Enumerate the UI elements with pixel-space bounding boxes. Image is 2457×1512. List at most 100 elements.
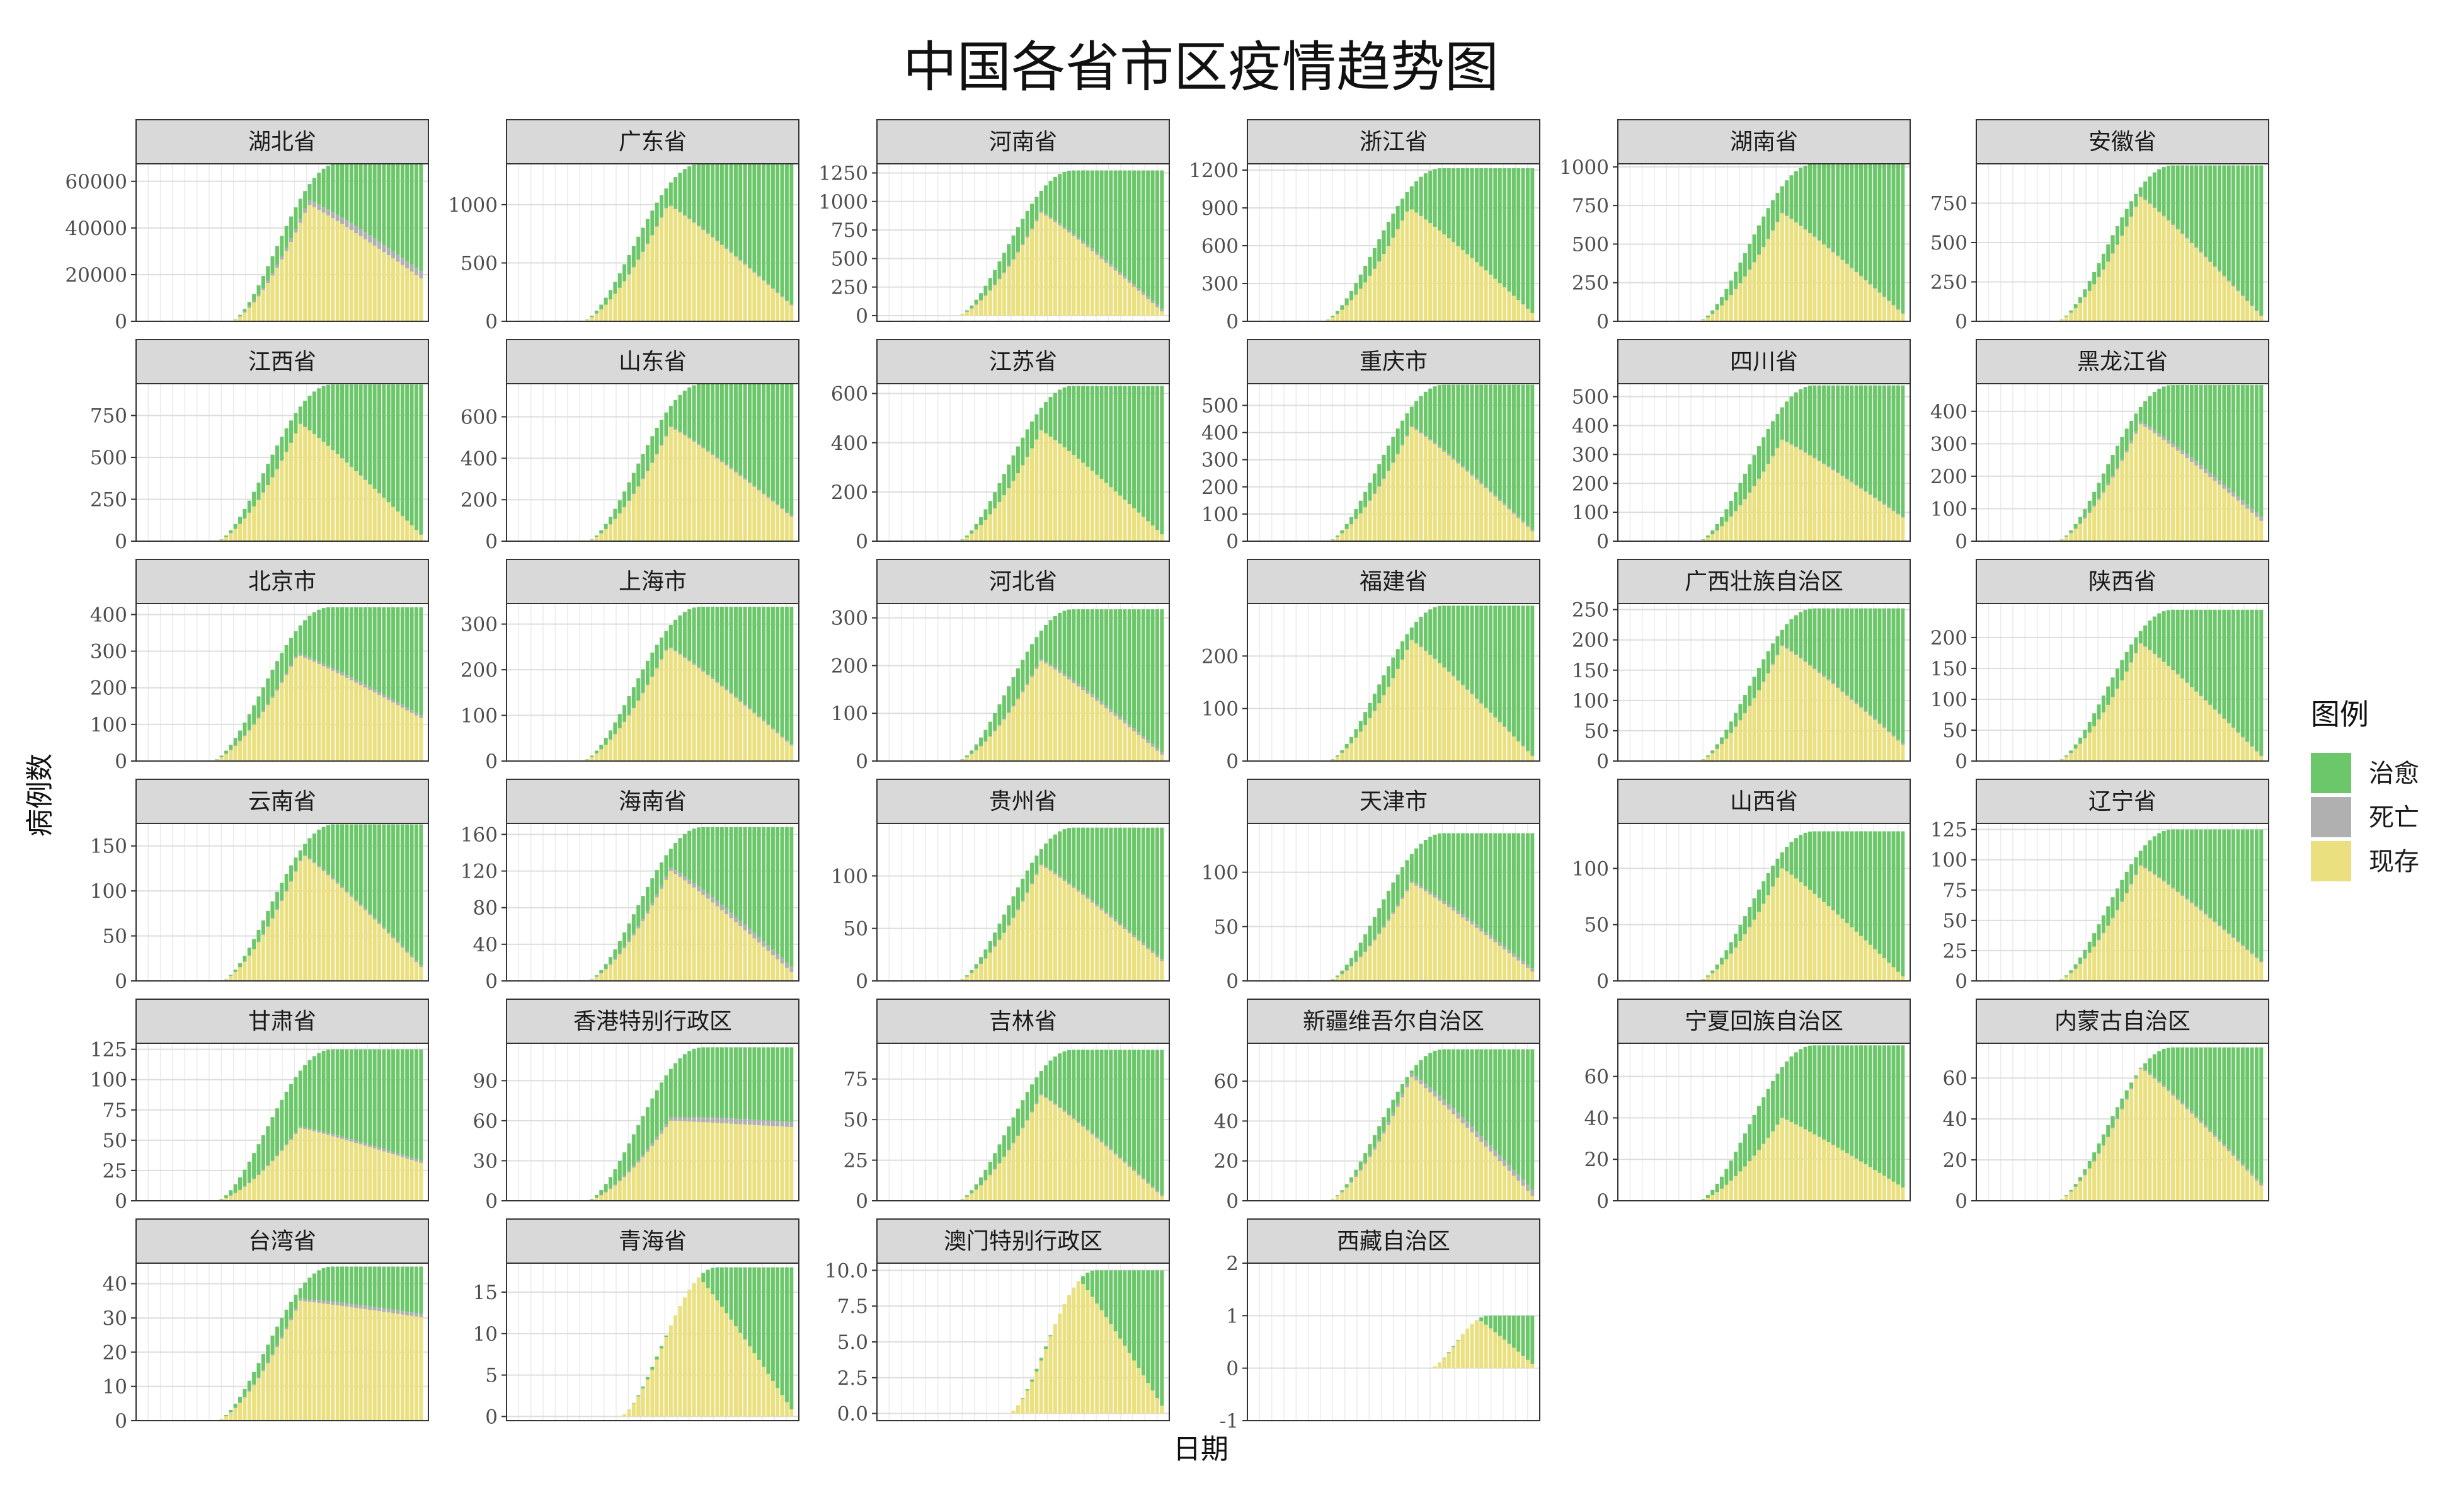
bar-segment [1340, 1192, 1344, 1201]
facet-strip [1976, 999, 2269, 1044]
bar-segment [590, 316, 594, 318]
bar-segment [1354, 950, 1358, 962]
bar-segment [1873, 288, 1877, 289]
bar-segment [1123, 386, 1127, 500]
bar-segment [1882, 728, 1886, 761]
bar-segment [1521, 1186, 1525, 1201]
bar-segment [2171, 224, 2175, 226]
bar-segment [368, 1144, 372, 1147]
bar-segment [2138, 406, 2143, 422]
bar-segment [1428, 440, 1433, 541]
bar-segment [340, 672, 345, 676]
bar-segment [1530, 971, 1535, 981]
bar-segment [1877, 164, 1882, 292]
bar-segment [613, 959, 617, 981]
y-tick-label: 0 [485, 970, 498, 993]
bar-segment [1113, 919, 1118, 922]
bar-segment [2110, 918, 2115, 981]
bar-segment [1521, 168, 1525, 305]
bar-segment [609, 1177, 613, 1188]
bar-segment [627, 940, 631, 942]
bar-segment [641, 919, 645, 922]
bar-segment [2208, 917, 2213, 919]
bar-segment [2240, 944, 2245, 946]
bar-segment [1011, 258, 1016, 260]
bar-segment [2180, 829, 2185, 895]
y-tick-label: 0 [1596, 311, 1609, 333]
bar-segment [1146, 740, 1150, 743]
bar-segment [655, 870, 659, 895]
bar-segment [1372, 1149, 1377, 1201]
bar-segment [2078, 524, 2083, 541]
bar-segment [2083, 518, 2087, 541]
bar-segment [2120, 437, 2124, 459]
y-tick-label: 200 [461, 659, 498, 682]
bar-segment [2073, 968, 2078, 981]
bar-segment [997, 940, 1002, 981]
bar-segment [1437, 605, 1442, 663]
bar-segment [706, 384, 710, 451]
panel-border [506, 383, 799, 542]
bar-segment [1423, 612, 1428, 651]
y-tick-label: 0 [856, 1190, 868, 1213]
bar-segment [2180, 679, 2185, 761]
bar-segment [1452, 459, 1456, 541]
bar-segment [701, 1117, 706, 1123]
bar-segment [1766, 673, 1770, 761]
bar-segment [1368, 702, 1372, 718]
facet-label: 广西壮族自治区 [1685, 569, 1843, 595]
facet-strip [1247, 339, 1540, 384]
bar-segment [391, 258, 396, 321]
bar-segment [1780, 645, 1784, 646]
bar-segment [1705, 1198, 1710, 1201]
y-tick-label: 0 [1226, 750, 1239, 773]
bar-segment [2143, 181, 2148, 200]
bar-segment [631, 267, 636, 321]
bar-segment [1785, 442, 1789, 541]
bar-segment [1530, 384, 1535, 530]
bar-segment [349, 896, 353, 981]
bar-segment [997, 725, 1002, 761]
y-tick-label: 20000 [65, 264, 127, 287]
bar-segment [368, 690, 372, 761]
bar-segment [280, 682, 284, 761]
bar-segment [2124, 226, 2129, 321]
bar-segment [2240, 385, 2245, 501]
bar-segment [312, 391, 316, 434]
bar-segment [1452, 833, 1456, 908]
bar-segment [673, 650, 678, 651]
bar-segment [363, 824, 367, 909]
panel-border [1976, 603, 2269, 762]
bar-segment [2213, 921, 2217, 923]
bar-segment [1109, 1148, 1113, 1151]
y-tick-label: 300 [1201, 449, 1239, 472]
bar-segment [1521, 745, 1525, 747]
bar-segment [1813, 1045, 1817, 1135]
bar-segment [1419, 433, 1423, 541]
bar-segment [2245, 742, 2250, 761]
bar-segment [1474, 1137, 1479, 1201]
bar-segment [729, 607, 733, 693]
bar-segment [960, 314, 965, 316]
bar-segment [965, 311, 969, 316]
y-tick-label: 0 [1955, 750, 1967, 773]
bar-segment [1901, 743, 1905, 745]
bar-segment [719, 244, 724, 246]
bar-segment [275, 469, 279, 541]
bar-segment [701, 448, 706, 541]
bar-segment [1442, 452, 1446, 541]
bar-segment [617, 273, 622, 288]
bar-segment [682, 1054, 687, 1118]
bar-segment [1456, 1113, 1460, 1119]
bar-segment [1901, 314, 1905, 321]
bar-segment [252, 506, 256, 541]
bar-segment [1132, 827, 1137, 936]
y-tick-label: 125 [1930, 819, 1967, 842]
bar-segment [784, 1126, 789, 1201]
bar-segment [1465, 384, 1470, 471]
bar-segment [2236, 385, 2240, 496]
bar-segment [701, 890, 706, 895]
bar-segment [2185, 165, 2189, 238]
bar-segment [2240, 295, 2245, 297]
bar-segment [377, 1049, 382, 1148]
